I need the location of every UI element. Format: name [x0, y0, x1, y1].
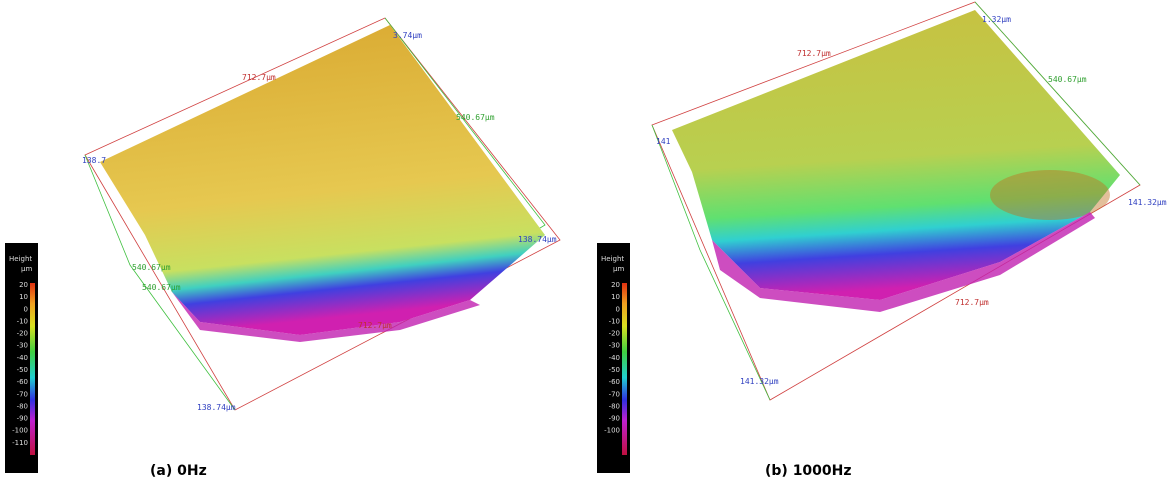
dimension-label: 141.32µm — [740, 377, 779, 386]
colorbar-tick-label: -80 — [609, 402, 620, 410]
colorbar-tick-label: -20 — [17, 330, 28, 338]
dimension-label: 712.7µm — [358, 321, 392, 330]
colorbar-tick-label: 20 — [611, 281, 620, 289]
colorbar-tick-label: 0 — [24, 305, 28, 313]
colorbar-tick-label: -60 — [609, 378, 620, 386]
panel-b: 712.7µm 1.32µm 540.67µm 141 141.32µm 712… — [597, 2, 1167, 479]
colorbar-tick-label: -70 — [17, 390, 28, 398]
dimension-label: 138.74µm — [518, 235, 557, 244]
panel-a: 712.7µm 3.74µm 540.67µm 138.7 138.74µm 5… — [5, 18, 560, 479]
colorbar-tick-label: -10 — [609, 317, 620, 325]
dimension-label: 540.67µm — [132, 263, 171, 272]
colorbar-tick-label: -80 — [17, 402, 28, 410]
dimension-label: 138.7 — [82, 156, 106, 165]
colorbar-tick-label: -40 — [609, 354, 620, 362]
colorbar-unit: µm — [21, 265, 32, 273]
dimension-label: 138.74µm — [197, 403, 236, 412]
colorbar-tick-label: -30 — [17, 342, 28, 350]
colorbar-tick-label: -20 — [609, 330, 620, 338]
colorbar-title: Height — [601, 255, 624, 263]
colorbar-tick-label: 20 — [19, 281, 28, 289]
colorbar-tick-label: -50 — [609, 366, 620, 374]
caption: (a) 0Hz — [150, 463, 207, 479]
colorbar-unit: µm — [613, 265, 624, 273]
dimension-label: 141 — [656, 137, 671, 146]
colorbar-tick-label: -10 — [17, 317, 28, 325]
surface — [672, 10, 1120, 300]
dimension-label: 540.67µm — [456, 113, 495, 122]
colorbar-tick-label: 10 — [611, 293, 620, 301]
colorbar-title: Height — [9, 255, 32, 263]
colorbar-tick-label: -60 — [17, 378, 28, 386]
surface-feature — [990, 170, 1110, 220]
dimension-label: 712.7µm — [797, 49, 831, 58]
colorbar-tick-label: -100 — [12, 427, 28, 435]
dimension-label: 712.7µm — [955, 298, 989, 307]
dimension-label: 1.32µm — [982, 15, 1011, 24]
dimension-label: 540.67µm — [1048, 75, 1087, 84]
colorbar-tick-label: -70 — [609, 390, 620, 398]
colorbar-tick-label: -90 — [17, 415, 28, 423]
colorbar — [622, 283, 627, 455]
colorbar — [30, 283, 35, 455]
dimension-label: 141.32µm — [1128, 198, 1167, 207]
dimension-label: 712.7µm — [242, 73, 276, 82]
colorbar-tick-label: 0 — [616, 305, 620, 313]
colorbar-tick-label: 10 — [19, 293, 28, 301]
colorbar-tick-label: -90 — [609, 415, 620, 423]
dimension-label: 3.74µm — [393, 31, 422, 40]
caption: (b) 1000Hz — [765, 463, 852, 479]
colorbar-tick-label: -40 — [17, 354, 28, 362]
figure: 712.7µm 3.74µm 540.67µm 138.7 138.74µm 5… — [0, 0, 1172, 484]
colorbar-tick-label: -100 — [604, 427, 620, 435]
colorbar-tick-label: -30 — [609, 342, 620, 350]
colorbar-tick-label: -110 — [12, 439, 28, 447]
dimension-label: 540.67µm — [142, 283, 181, 292]
colorbar-tick-label: -50 — [17, 366, 28, 374]
